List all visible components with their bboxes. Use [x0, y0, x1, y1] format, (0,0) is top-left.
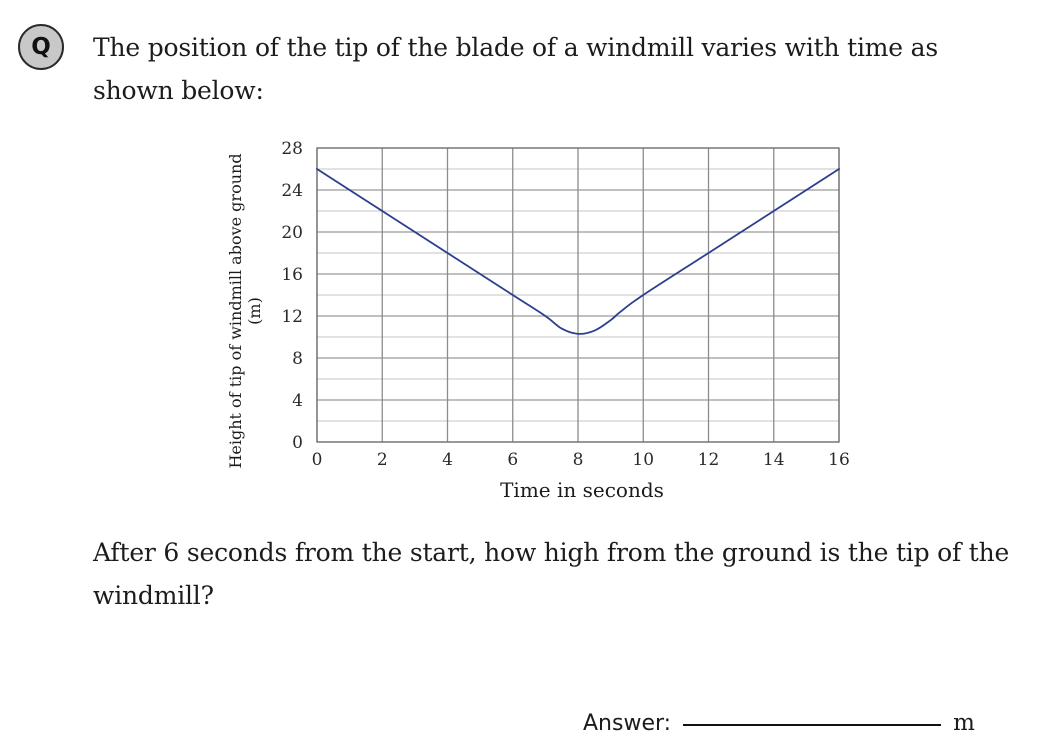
x-tick-label: 4: [442, 450, 453, 470]
y-tick-label: 24: [281, 181, 303, 201]
y-tick-label: 28: [281, 139, 303, 159]
x-tick-label: 14: [763, 450, 785, 470]
x-tick-label: 16: [828, 450, 850, 470]
question-text: The position of the tip of the blade of …: [93, 33, 938, 105]
question-badge: Q: [18, 24, 64, 70]
plot-border: [316, 147, 840, 443]
chart: 0 4 8 12 16 20 24 28 0 2 4 6 8 10 12 14 16 Time in second…: [225, 130, 865, 510]
y-axis-label: (m): [245, 297, 264, 325]
followup-question: After 6 seconds from the start, how high…: [93, 538, 1010, 610]
answer-label: Answer:: [583, 711, 672, 736]
y-tick-label: 12: [281, 307, 303, 327]
y-axis-label: Height of tip of windmill above ground: [226, 153, 245, 468]
series-line: [316, 168, 840, 335]
y-tick-label: 8: [292, 349, 303, 369]
x-tick-label: 12: [698, 450, 720, 470]
answer-unit: m: [953, 710, 975, 736]
y-tick-label: 16: [281, 265, 303, 285]
x-tick-label: 2: [377, 450, 388, 470]
y-tick-label: 0: [292, 433, 303, 453]
x-tick-label: 6: [507, 450, 518, 470]
y-tick-label: 20: [281, 223, 303, 243]
x-tick-label: 0: [312, 450, 323, 470]
answer-blank[interactable]: [683, 724, 942, 726]
answer-row: Answer: m: [583, 700, 1003, 736]
y-tick-label: 4: [292, 391, 303, 411]
x-tick-label: 8: [573, 450, 584, 470]
x-axis-label: Time in seconds: [500, 478, 664, 502]
x-tick-label: 10: [632, 450, 654, 470]
